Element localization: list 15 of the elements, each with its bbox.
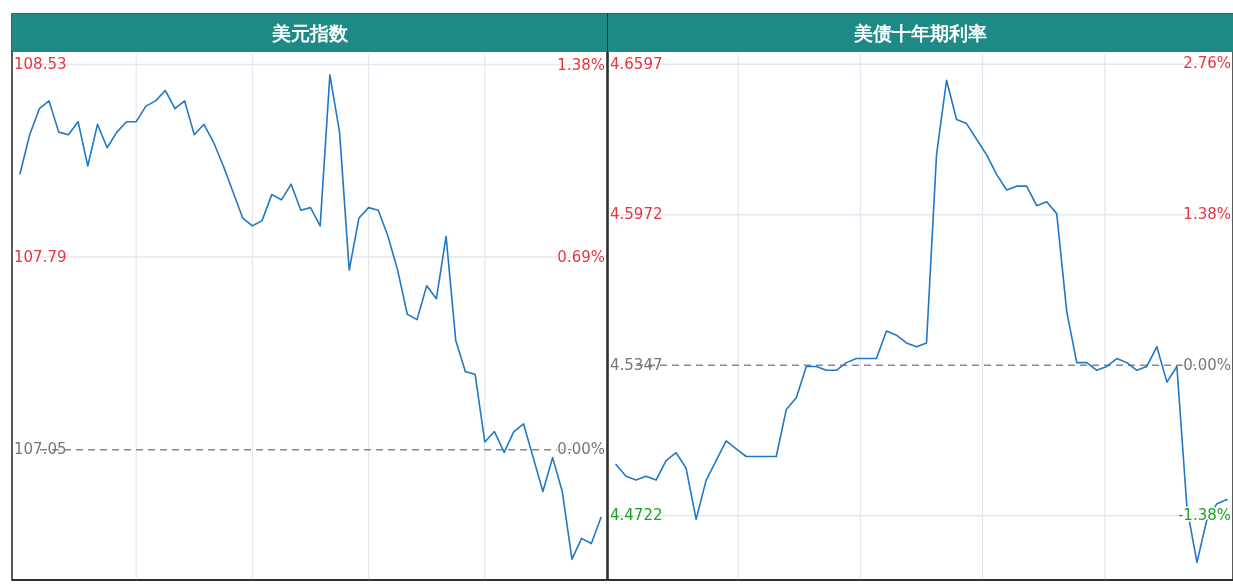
y-tick-label: 4.5347 (610, 355, 663, 374)
y-tick-label: 107.05 (14, 440, 67, 459)
y-tick-label: 4.6597 (610, 54, 663, 73)
y2-tick-label: 0.00% (1183, 355, 1231, 374)
y2-tick-label: 2.76% (1183, 54, 1231, 73)
y2-tick-label: 1.38% (1183, 204, 1231, 223)
y-tick-label: 108.53 (14, 54, 67, 73)
y-tick-label: 4.5972 (610, 205, 663, 224)
chart-title: 美债十年期利率 (853, 21, 987, 44)
y-tick-label: 107.79 (14, 247, 67, 266)
y2-tick-label: 0.69% (557, 247, 605, 266)
chart-title: 美元指数 (270, 21, 349, 44)
y2-tick-label: 1.38% (557, 55, 605, 74)
y2-tick-label: 0.00% (557, 439, 605, 458)
y-tick-label: 4.4722 (610, 506, 663, 525)
